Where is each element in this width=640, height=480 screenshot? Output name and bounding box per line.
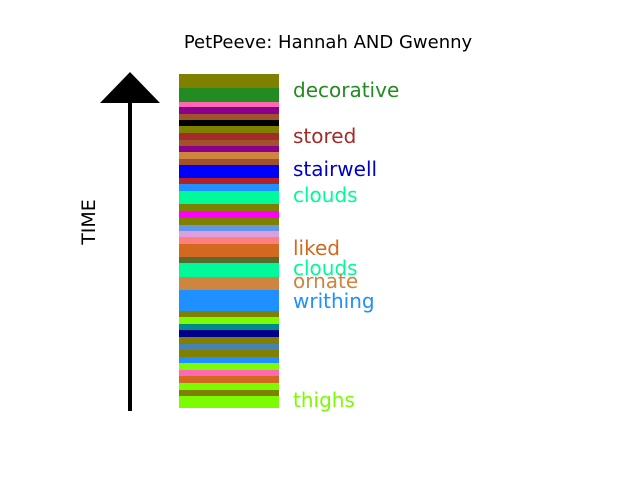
color-stripe xyxy=(179,330,279,337)
color-stripe xyxy=(179,146,279,152)
color-stripe xyxy=(179,152,279,159)
color-stripe xyxy=(179,140,279,146)
color-stripe xyxy=(179,225,279,231)
color-stripe xyxy=(179,107,279,114)
color-stripe xyxy=(179,290,279,311)
color-stripe xyxy=(179,231,279,237)
color-stripe xyxy=(179,390,279,396)
word-label: writhing xyxy=(293,289,375,313)
word-label: clouds xyxy=(293,183,358,207)
color-stripe xyxy=(179,159,279,165)
color-stripe xyxy=(179,178,279,184)
color-stripe xyxy=(179,120,279,126)
color-stripe xyxy=(179,350,279,357)
color-stripe xyxy=(179,191,279,204)
color-stripe xyxy=(179,257,279,263)
color-stripe xyxy=(179,363,279,370)
color-stripe xyxy=(179,396,279,408)
color-stripe xyxy=(179,337,279,344)
word-label: stored xyxy=(293,124,357,148)
color-stripe xyxy=(179,376,279,383)
color-stripe xyxy=(179,114,279,120)
color-stripe xyxy=(179,324,279,330)
color-stripe xyxy=(179,357,279,363)
color-stripe xyxy=(179,184,279,191)
time-arrow-head xyxy=(100,72,160,103)
color-stripe xyxy=(179,311,279,317)
color-stripes xyxy=(179,74,279,408)
color-stripe xyxy=(179,102,279,107)
word-label: clouds xyxy=(293,256,358,280)
color-stripe xyxy=(179,277,279,290)
color-stripe xyxy=(179,370,279,376)
word-label: liked xyxy=(293,236,340,260)
color-stripe xyxy=(179,317,279,324)
color-stripe xyxy=(179,74,279,88)
color-stripe xyxy=(179,133,279,140)
color-stripe xyxy=(179,88,279,102)
color-stripe xyxy=(179,126,279,133)
word-label: stairwell xyxy=(293,157,378,181)
color-stripe xyxy=(179,218,279,225)
color-stripe xyxy=(179,344,279,350)
color-stripe xyxy=(179,383,279,390)
chart-title: PetPeeve: Hannah AND Gwenny xyxy=(183,32,473,53)
word-label: decorative xyxy=(293,78,400,102)
color-stripe xyxy=(179,165,279,178)
time-axis-label: TIME xyxy=(78,199,100,245)
word-label: ornate xyxy=(293,269,359,293)
word-label: thighs xyxy=(293,388,355,412)
color-stripe xyxy=(179,204,279,211)
color-stripe xyxy=(179,263,279,277)
color-stripe xyxy=(179,237,279,244)
color-stripe xyxy=(179,211,279,218)
color-stripe xyxy=(179,244,279,257)
